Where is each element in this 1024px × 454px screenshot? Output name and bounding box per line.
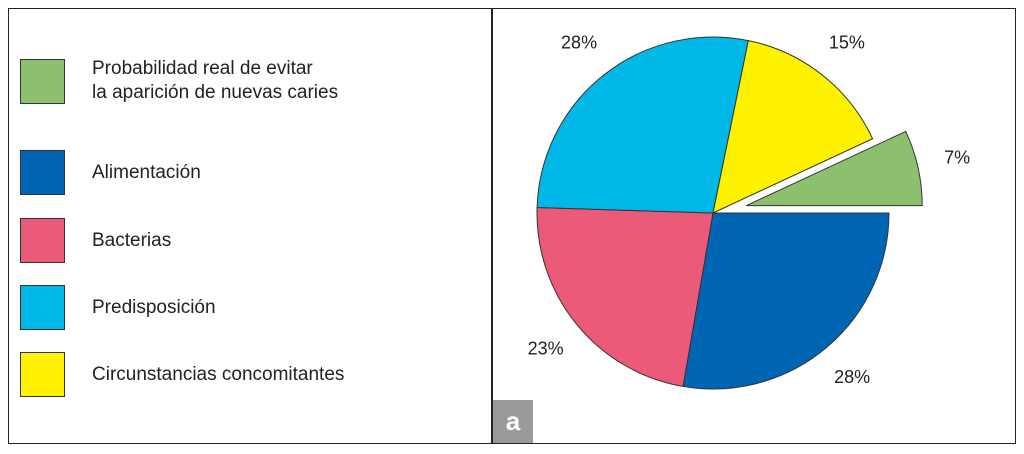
legend-swatch (20, 150, 65, 195)
legend-item: Predisposición (20, 285, 216, 330)
data-label: 15% (829, 32, 865, 52)
data-label: 7% (944, 148, 970, 168)
pie-slice (712, 39, 874, 214)
legend-item: Alimentación (20, 150, 201, 195)
pie-slice (745, 130, 923, 207)
data-label: 23% (528, 338, 564, 358)
pie-slice (682, 212, 890, 390)
legend-label: Predisposición (92, 296, 216, 318)
legend-swatch (20, 58, 65, 104)
legend-label: Circunstancias concomitantes (92, 363, 345, 385)
legend-item: Probabilidad real de evitar la aparición… (20, 57, 338, 105)
legend-label: Alimentación (92, 161, 201, 183)
legend-swatch (20, 218, 65, 263)
frame (8, 8, 1016, 444)
legend-label: Bacterias (92, 229, 172, 251)
panel-label: a (493, 400, 533, 443)
pie-slice (536, 207, 714, 388)
data-label: 28% (834, 367, 870, 387)
legend-swatch (20, 285, 65, 330)
divider (491, 8, 493, 444)
legend-label: Probabilidad real de evitar la aparición… (92, 58, 339, 103)
legend-item: Circunstancias concomitantes (20, 352, 344, 397)
data-label: 28% (561, 32, 597, 52)
pie-slice (536, 36, 749, 214)
legend-item: Bacterias (20, 218, 171, 263)
legend-swatch (20, 352, 65, 397)
